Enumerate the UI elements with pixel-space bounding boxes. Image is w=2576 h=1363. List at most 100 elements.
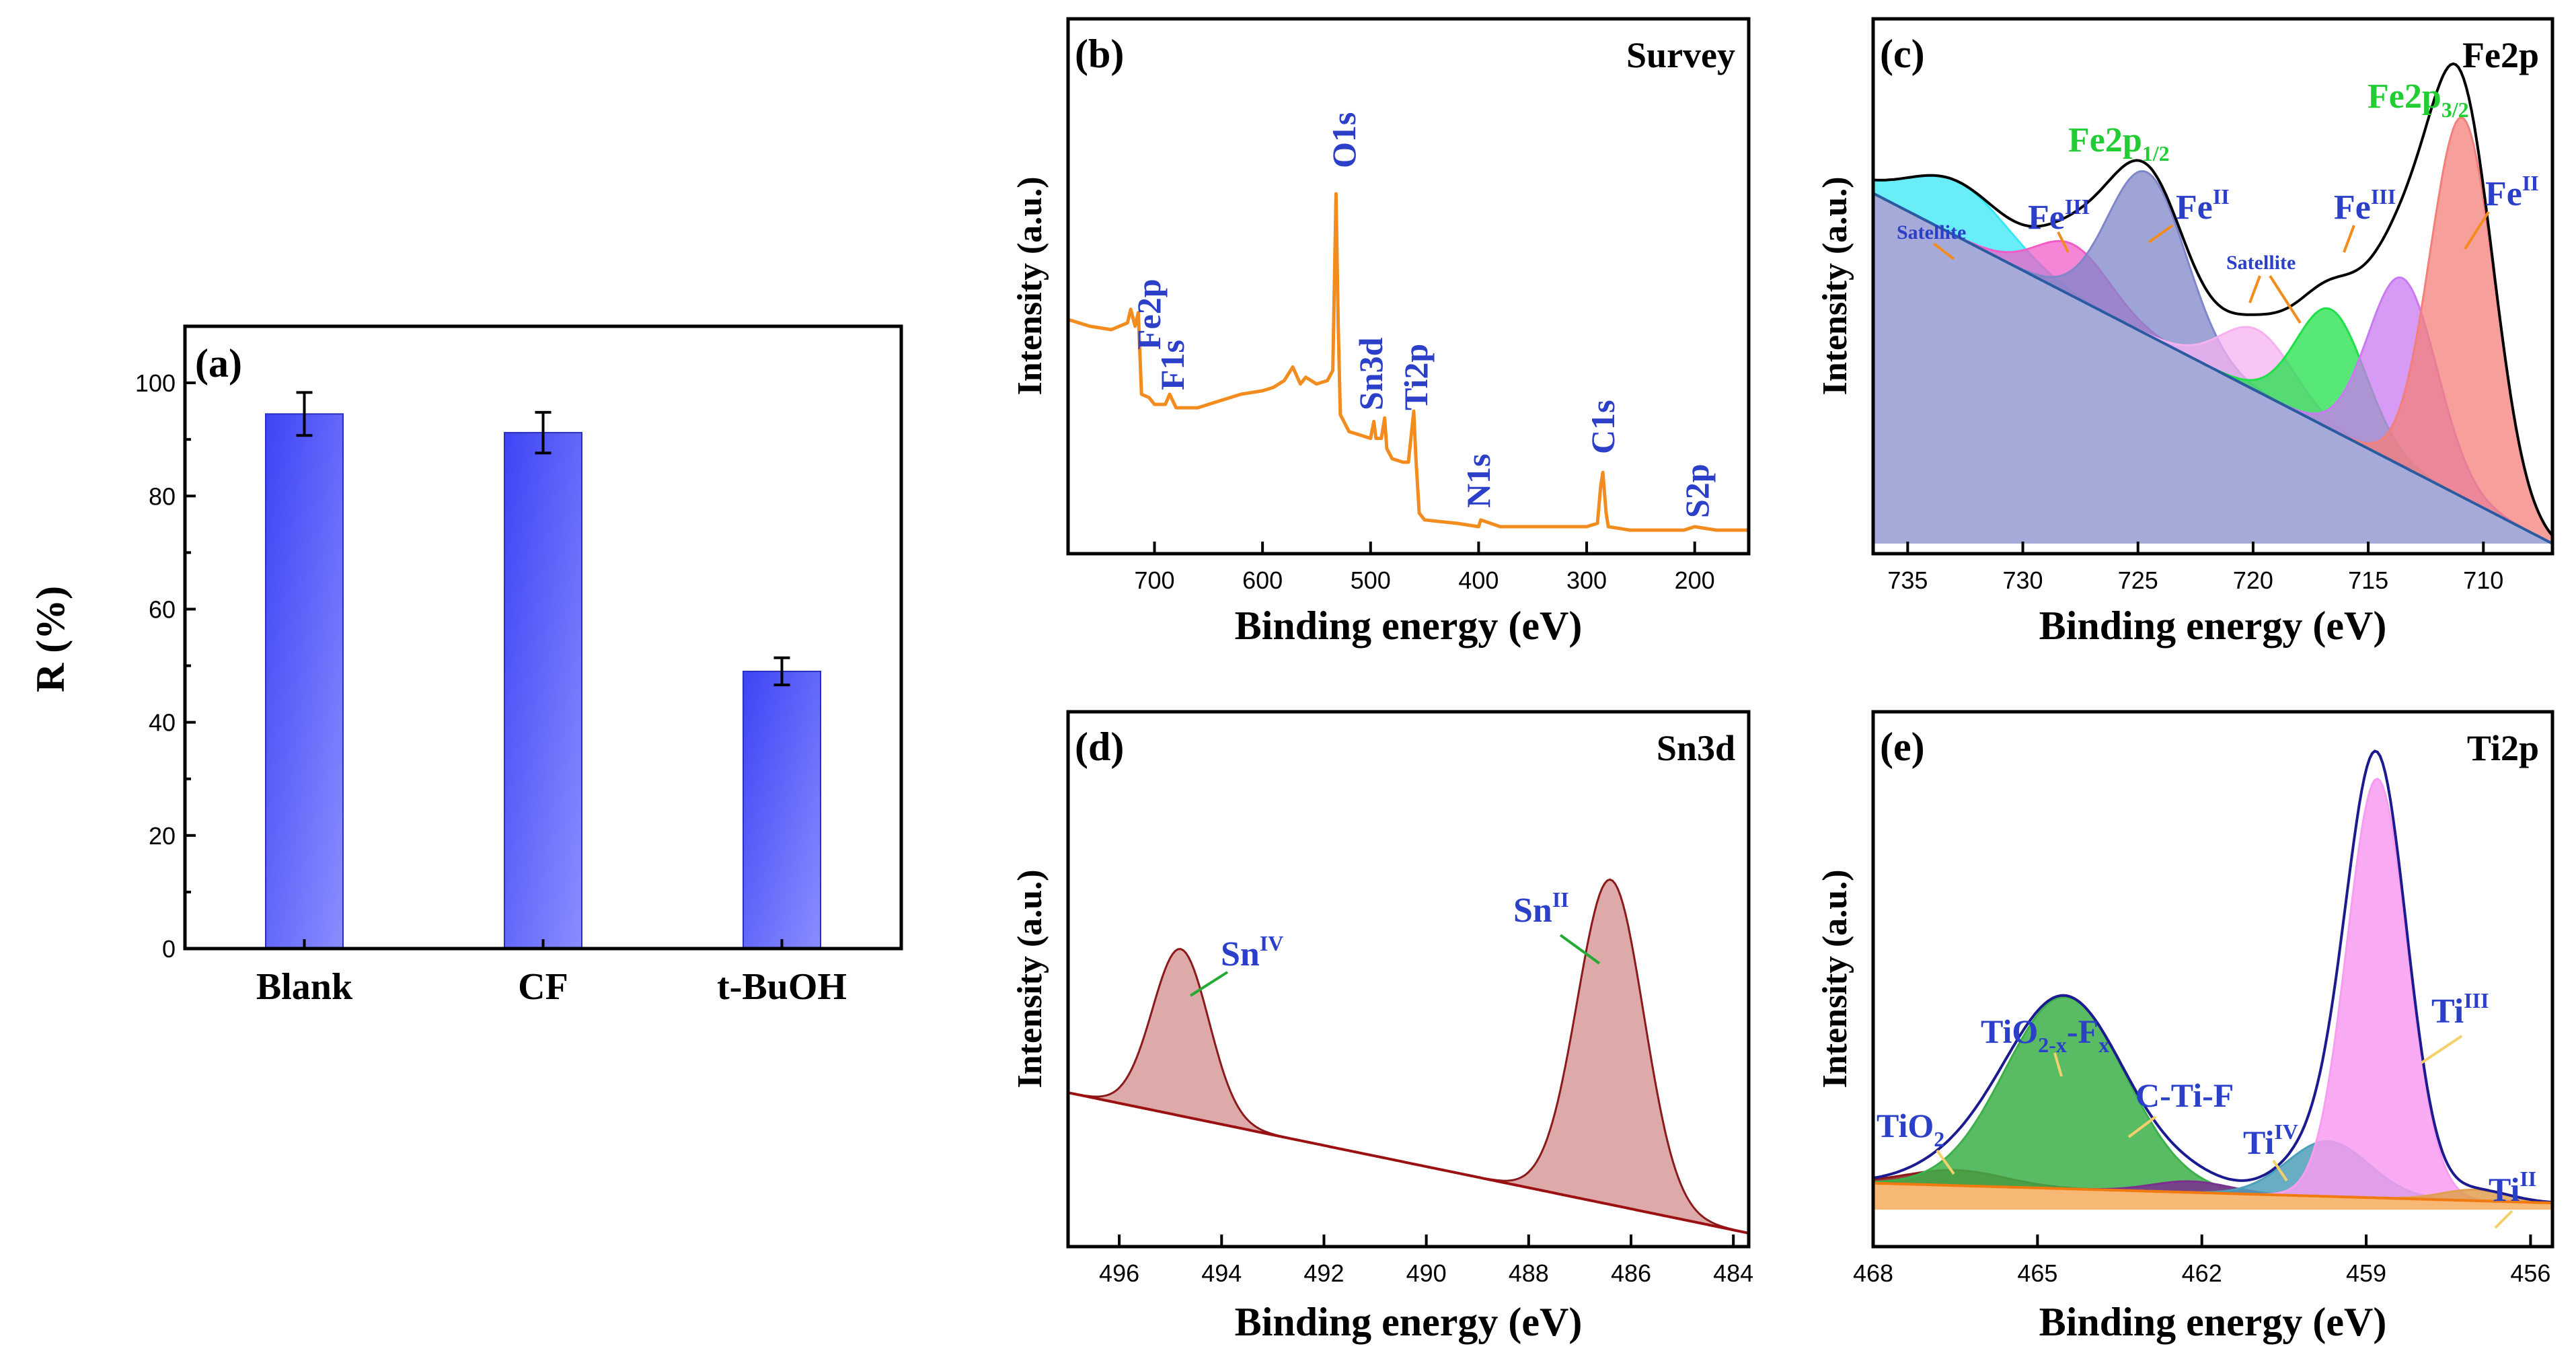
annot-ti4-sup: IV [2274, 1119, 2298, 1144]
annot-sn2: SnII [1513, 887, 1569, 930]
annot-ti3-sup: III [2464, 988, 2489, 1012]
x-tick-label: 496 [1099, 1259, 1139, 1287]
panel-d-annotations: SnIV SnII [1189, 887, 1601, 997]
x-tick-label: 456 [2510, 1259, 2550, 1287]
panel-a-ylabel: R (%) [28, 586, 73, 692]
panel-a-frame [183, 324, 903, 951]
annot-fe3-right: FeIII [2334, 184, 2396, 227]
panel-c-xlabel: Binding energy (eV) [2039, 603, 2387, 648]
panel-b: 700 600 500 400 300 200 (b) Survey Binding en… [1011, 17, 1751, 648]
annot-ti2-sup: II [2520, 1167, 2536, 1191]
annot-c1s: C1s [1584, 400, 1622, 454]
panel-c-title: Fe2p [2462, 35, 2539, 75]
panel-d-label: (d) [1075, 725, 1124, 769]
x-tick-label: 468 [1853, 1259, 1893, 1287]
x-tick-label: 488 [1509, 1259, 1549, 1287]
leader-ti3 [2420, 1035, 2463, 1064]
bar-t-buoh [743, 670, 821, 949]
background-line [1872, 1181, 2553, 1205]
panel-c-frame [1871, 17, 2554, 556]
x-tick-label: 459 [2346, 1259, 2386, 1287]
leader-fe3l [2057, 231, 2070, 253]
panel-e-title: Ti2p [2467, 728, 2539, 768]
envelope-line [1872, 62, 2554, 537]
bar-cf [504, 432, 582, 949]
leader-fe3r [2343, 225, 2355, 253]
leader-sn4 [1189, 971, 1229, 997]
x-tick-label: 730 [2003, 566, 2043, 594]
x-tick-label: 400 [1458, 566, 1499, 594]
panel-a: Blank CF t-BuOH 0 20 40 60 80 100 (a) R (%) [28, 324, 903, 1008]
annot-fe2-mid-sup: II [2213, 184, 2230, 209]
survey-line [1067, 192, 1749, 532]
y-tick-label: 100 [135, 369, 176, 397]
x-tick-label: t-BuOH [717, 966, 847, 1008]
x-tick-label: 720 [2233, 566, 2273, 594]
panel-d: 496 494 492 490 488 486 484 (d) Sn3d Binding e… [1011, 710, 1753, 1344]
annot-fe3-right-base: Fe [2334, 188, 2371, 227]
annot-fe2p: Fe2p [1130, 279, 1168, 350]
x-tick-label: CF [518, 966, 568, 1008]
annot-sn2-base: Sn [1513, 891, 1552, 930]
y-tick-label: 60 [149, 595, 176, 623]
x-tick-label: 492 [1303, 1259, 1344, 1287]
annot-tio2xfx-sub2: x [2098, 1033, 2109, 1057]
panel-c-ylabel: Intensity (a.u.) [1816, 176, 1854, 395]
annot-sn2-sup: II [1552, 887, 1569, 912]
annot-fe2-mid-base: Fe [2176, 188, 2213, 227]
annot-ti2-base: Ti [2489, 1171, 2520, 1208]
panel-c-label: (c) [1880, 32, 1925, 76]
annot-satellite-1: Satellite [1897, 221, 1966, 244]
x-tick-label: 490 [1406, 1259, 1447, 1287]
envelope-line [1872, 749, 2553, 1204]
leader-fe2m [2148, 224, 2174, 244]
panel-e: 468 465 462 459 456 (e) Ti2p Binding energy … [1816, 710, 2554, 1344]
x-tick-label: 715 [2348, 566, 2388, 594]
panel-b-label: (b) [1075, 32, 1124, 76]
annot-satellite-2: Satellite [2226, 252, 2296, 274]
panel-c: 735 730 725 720 715 710 (c) Fe2p Binding ener… [1816, 17, 2554, 648]
annot-fe3-left: FeIII [2028, 194, 2090, 237]
annot-ctif: C-Ti-F [2135, 1076, 2234, 1114]
annot-sn4: SnIV [1221, 931, 1283, 973]
x-tick-label: Blank [256, 966, 353, 1008]
annot-ti2: TiII [2489, 1167, 2536, 1208]
annot-n1s: N1s [1460, 453, 1497, 508]
leader-sat2b [2269, 274, 2302, 324]
annot-tio2: TiO2 [1877, 1107, 1944, 1151]
annot-fe2p12-sub: 1/2 [2142, 141, 2170, 165]
annot-fe2p32-sub: 3/2 [2441, 98, 2469, 122]
x-tick-label: 500 [1351, 566, 1391, 594]
panel-c-leaders [1932, 211, 2490, 324]
leader-fe2r [2464, 211, 2490, 250]
x-tick-label: 725 [2118, 566, 2158, 594]
panel-d-ylabel: Intensity (a.u.) [1011, 869, 1049, 1088]
annot-fe3-left-sup: III [2065, 194, 2090, 219]
panel-e-frame [1871, 710, 2554, 1249]
x-tick-label: 484 [1713, 1259, 1753, 1287]
annot-fe3-right-sup: III [2371, 184, 2396, 209]
panel-b-marks: 700 600 500 400 300 200 [1067, 192, 1749, 594]
annot-f1s: F1s [1153, 340, 1191, 390]
panel-c-annotations: Satellite FeIII Fe2p1/2 FeII Satellite F… [1897, 77, 2539, 324]
leader-sat2a [2248, 275, 2261, 303]
background-line [1872, 192, 2553, 545]
x-tick-label: 735 [1887, 566, 1928, 594]
x-tick-label: 600 [1242, 566, 1283, 594]
annot-fe2p32-base: Fe2p [2367, 77, 2441, 116]
annot-ti2p: Ti2p [1397, 344, 1435, 410]
annot-o1s: O1s [1325, 112, 1363, 168]
leader-tio2xfx [2053, 1052, 2063, 1077]
annot-tio2xfx: TiO2-x-Fx [1981, 1012, 2109, 1057]
annot-sn4-base: Sn [1221, 935, 1260, 973]
annot-ti4-base: Ti [2243, 1123, 2274, 1161]
annot-fe2-right: FeII [2485, 171, 2539, 213]
annot-ti3-base: Ti [2431, 992, 2464, 1031]
leader-sat1 [1932, 242, 1955, 260]
panel-c-marks: 735 730 725 720 715 710 [1872, 62, 2554, 594]
annot-tio2xfx-sub1: 2-x [2038, 1033, 2067, 1057]
annot-fe2-mid: FeII [2176, 184, 2230, 227]
panel-e-label: (e) [1880, 725, 1925, 769]
x-tick-label: 300 [1566, 566, 1607, 594]
